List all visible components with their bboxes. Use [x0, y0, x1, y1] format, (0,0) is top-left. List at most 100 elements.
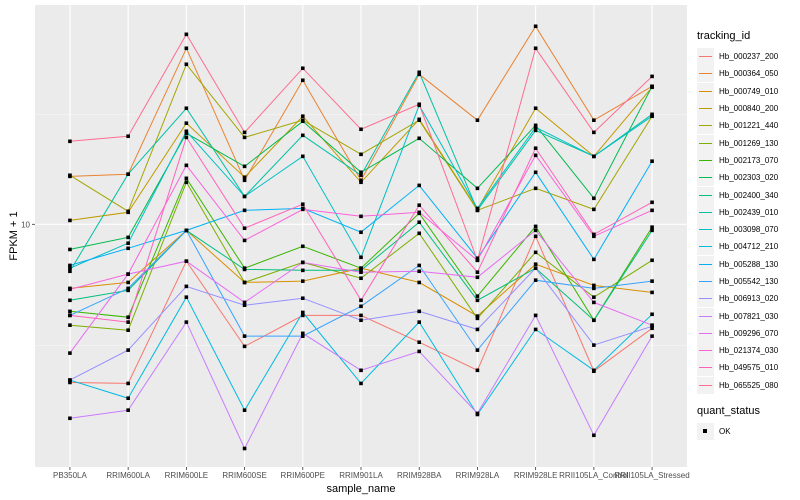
data-point: [68, 351, 72, 355]
data-point: [68, 139, 72, 144]
data-point: [475, 270, 480, 275]
x-tick-label: RRIM600LE: [165, 471, 209, 480]
legend-key: [697, 48, 714, 66]
data-point: [417, 136, 422, 141]
data-point: [68, 173, 72, 178]
data-point: [126, 315, 130, 320]
series-points: [68, 24, 654, 451]
legend-key: [697, 151, 714, 169]
legend-label: Hb_007821_030: [719, 311, 779, 321]
legend-label: Hb_002303_020: [719, 173, 779, 183]
data-point: [68, 313, 72, 318]
data-point: [242, 135, 247, 140]
legend-title: tracking_id: [697, 30, 751, 42]
legend-items: Hb_000237_200 Hb_000364_050 Hb_000749_010 H…: [697, 48, 778, 394]
data-point: [126, 246, 130, 251]
data-point: [359, 381, 363, 386]
legend-item: Hb_005288_130: [697, 255, 778, 273]
data-point: [650, 228, 654, 233]
data-point: [650, 334, 654, 338]
data-point: [184, 295, 189, 299]
data-point: [475, 186, 480, 191]
data-point: [68, 380, 72, 385]
data-point: [68, 269, 72, 274]
data-point: [242, 303, 247, 308]
data-point: [533, 128, 538, 133]
data-point: [300, 119, 305, 124]
legend-key: [697, 169, 714, 187]
legend-item: Hb_000364_050: [697, 65, 778, 83]
legend-item: Hb_000237_200: [697, 48, 778, 66]
data-point: [475, 327, 480, 332]
data-point: [126, 348, 130, 352]
data-point: [68, 309, 72, 314]
data-point: [126, 280, 130, 285]
legend-key: [697, 65, 714, 83]
legend-label: Hb_021374_030: [719, 346, 779, 356]
data-point: [650, 200, 654, 205]
line-swatch-icon: [699, 367, 712, 369]
line-swatch-icon: [699, 142, 712, 144]
data-point: [184, 176, 189, 181]
data-point: [650, 290, 654, 295]
data-point: [184, 46, 189, 51]
data-point: [533, 153, 538, 158]
legend-key: [697, 134, 714, 152]
data-point: [126, 381, 130, 386]
data-point: [417, 102, 422, 107]
legend-label: Hb_005542_130: [719, 277, 779, 286]
data-point: [300, 202, 305, 207]
legend-item: Hb_021374_030: [697, 342, 779, 360]
legend-item: Hb_002303_020: [697, 169, 779, 187]
data-point: [184, 121, 189, 125]
data-point: [359, 298, 363, 303]
line-swatch-icon: [699, 298, 712, 300]
data-point: [592, 130, 596, 135]
data-point: [68, 323, 72, 327]
data-point: [126, 408, 130, 412]
data-point: [300, 313, 305, 318]
legend-label: Hb_002400_340: [719, 190, 779, 200]
data-point: [359, 304, 363, 309]
data-point: [359, 255, 363, 260]
data-point: [592, 368, 596, 373]
square-point-icon: [703, 429, 707, 434]
line-swatch-icon: [699, 177, 712, 179]
data-point: [126, 396, 130, 401]
legend-item: Hb_002173_070: [697, 151, 778, 169]
data-point: [359, 313, 363, 318]
line-swatch-icon: [699, 332, 712, 334]
legend-item: Hb_009296_070: [697, 324, 778, 342]
legend-label: Hb_006913_020: [719, 294, 779, 304]
data-point: [126, 286, 130, 291]
data-point: [533, 234, 538, 239]
line-swatch-icon: [699, 73, 712, 75]
legend-item: Hb_003098_070: [697, 221, 778, 239]
data-point: [359, 270, 363, 275]
data-point: [300, 154, 305, 159]
data-point: [184, 228, 189, 233]
legend-key: [697, 324, 714, 342]
data-point: [300, 244, 305, 249]
y-tick-label: 10: [21, 220, 30, 229]
legend-item: Hb_004712_210: [697, 238, 778, 256]
data-point: [359, 170, 363, 175]
data-point: [650, 84, 654, 89]
data-point: [300, 331, 305, 336]
data-point: [359, 152, 363, 157]
data-point: [533, 224, 538, 229]
data-point: [126, 320, 130, 324]
y-axis-title: FPKM + 1: [8, 211, 20, 260]
data-point: [359, 268, 363, 273]
legend-quant-status: quant_status OK: [697, 405, 760, 441]
data-point: [533, 327, 538, 332]
data-point: [417, 210, 422, 215]
legend-item: Hb_000749_010: [697, 82, 778, 100]
legend-key: [697, 342, 714, 360]
data-point: [68, 298, 72, 303]
data-point: [533, 123, 538, 128]
data-point: [242, 208, 247, 213]
x-tick-label: RRII105LA_Stressed: [614, 471, 689, 480]
data-point: [592, 283, 596, 288]
